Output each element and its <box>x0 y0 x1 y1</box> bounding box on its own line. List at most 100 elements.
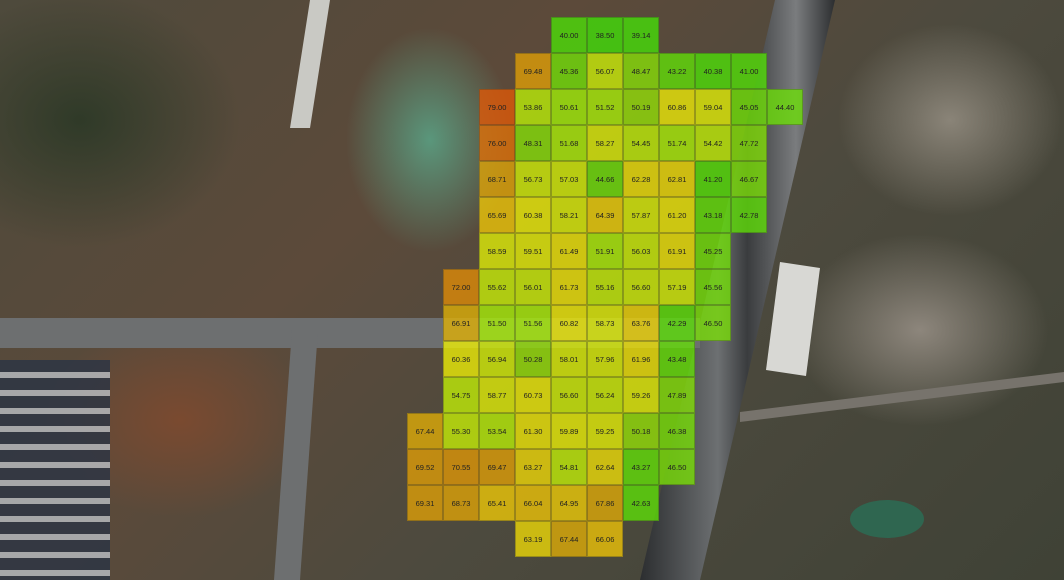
heatmap-cell: 68.71 <box>479 161 515 197</box>
buildings-left <box>0 360 110 580</box>
heatmap-cell: 51.68 <box>551 125 587 161</box>
heatmap-cell: 59.51 <box>515 233 551 269</box>
heatmap-cell: 44.40 <box>767 89 803 125</box>
heatmap-cell: 50.28 <box>515 341 551 377</box>
heatmap-cell: 42.29 <box>659 305 695 341</box>
heatmap-cell: 79.00 <box>479 89 515 125</box>
heatmap-cell: 51.91 <box>587 233 623 269</box>
heatmap-cell: 43.27 <box>623 449 659 485</box>
heatmap-cell: 61.96 <box>623 341 659 377</box>
heatmap-cell: 58.01 <box>551 341 587 377</box>
heatmap-cell: 54.45 <box>623 125 659 161</box>
heatmap-cell: 54.42 <box>695 125 731 161</box>
heatmap-cell: 43.18 <box>695 197 731 233</box>
heatmap-cell: 58.59 <box>479 233 515 269</box>
heatmap-cell: 56.03 <box>623 233 659 269</box>
heatmap-cell: 51.50 <box>479 305 515 341</box>
heatmap-cell: 59.25 <box>587 413 623 449</box>
heatmap-cell: 46.67 <box>731 161 767 197</box>
heatmap-cell: 57.96 <box>587 341 623 377</box>
heatmap-cell: 57.19 <box>659 269 695 305</box>
heatmap-cell: 40.38 <box>695 53 731 89</box>
heatmap-cell: 50.61 <box>551 89 587 125</box>
heatmap-cell: 57.87 <box>623 197 659 233</box>
heatmap-cell: 59.89 <box>551 413 587 449</box>
heatmap-cell: 48.47 <box>623 53 659 89</box>
heatmap-cell: 45.05 <box>731 89 767 125</box>
heatmap-cell: 60.82 <box>551 305 587 341</box>
heatmap-cell: 67.44 <box>551 521 587 557</box>
heatmap-cell: 66.04 <box>515 485 551 521</box>
heatmap-cell: 46.50 <box>695 305 731 341</box>
heatmap-cell: 69.48 <box>515 53 551 89</box>
heatmap-cell: 57.03 <box>551 161 587 197</box>
heatmap-cell: 58.21 <box>551 197 587 233</box>
heatmap-cell: 41.00 <box>731 53 767 89</box>
heatmap-cell: 66.06 <box>587 521 623 557</box>
heatmap-cell: 69.52 <box>407 449 443 485</box>
heatmap-cell: 63.27 <box>515 449 551 485</box>
heatmap-cell: 45.36 <box>551 53 587 89</box>
heatmap-cell: 63.19 <box>515 521 551 557</box>
heatmap-cell: 56.94 <box>479 341 515 377</box>
heatmap-cell: 61.20 <box>659 197 695 233</box>
heatmap-cell: 55.30 <box>443 413 479 449</box>
heatmap-cell: 56.60 <box>623 269 659 305</box>
pond <box>850 500 924 538</box>
heatmap-cell: 69.47 <box>479 449 515 485</box>
heatmap-cell: 55.62 <box>479 269 515 305</box>
heatmap-cell: 63.76 <box>623 305 659 341</box>
heatmap-cell: 70.55 <box>443 449 479 485</box>
heatmap-cell: 64.39 <box>587 197 623 233</box>
heatmap-cell: 53.86 <box>515 89 551 125</box>
heatmap-cell: 47.72 <box>731 125 767 161</box>
heatmap-cell: 67.86 <box>587 485 623 521</box>
heatmap-cell: 68.73 <box>443 485 479 521</box>
heatmap-cell: 40.00 <box>551 17 587 53</box>
heatmap-cell: 60.73 <box>515 377 551 413</box>
heatmap-cell: 51.52 <box>587 89 623 125</box>
heatmap-cell: 58.73 <box>587 305 623 341</box>
heatmap-cell: 43.48 <box>659 341 695 377</box>
heatmap-cell: 50.19 <box>623 89 659 125</box>
heatmap-cell: 59.04 <box>695 89 731 125</box>
heatmap-cell: 64.95 <box>551 485 587 521</box>
overpass <box>290 0 330 128</box>
heatmap-cell: 56.01 <box>515 269 551 305</box>
heatmap-cell: 39.14 <box>623 17 659 53</box>
heatmap-cell: 67.44 <box>407 413 443 449</box>
heatmap-cell: 53.54 <box>479 413 515 449</box>
heatmap-cell: 61.91 <box>659 233 695 269</box>
heatmap-cell: 42.78 <box>731 197 767 233</box>
building <box>766 262 820 376</box>
heatmap-cell: 65.69 <box>479 197 515 233</box>
heatmap-cell: 55.16 <box>587 269 623 305</box>
heatmap-cell: 42.63 <box>623 485 659 521</box>
heatmap-cell: 66.91 <box>443 305 479 341</box>
heatmap-cell: 56.07 <box>587 53 623 89</box>
road-vertical <box>274 330 318 580</box>
heatmap-cell: 76.00 <box>479 125 515 161</box>
heatmap-cell: 44.66 <box>587 161 623 197</box>
heatmap-cell: 62.28 <box>623 161 659 197</box>
heatmap-cell: 60.86 <box>659 89 695 125</box>
heatmap-cell: 62.64 <box>587 449 623 485</box>
heatmap-cell: 43.22 <box>659 53 695 89</box>
heatmap-cell: 61.49 <box>551 233 587 269</box>
heatmap-cell: 61.73 <box>551 269 587 305</box>
heatmap-cell: 62.81 <box>659 161 695 197</box>
heatmap-cell: 45.56 <box>695 269 731 305</box>
heatmap-cell: 60.36 <box>443 341 479 377</box>
heatmap-cell: 58.27 <box>587 125 623 161</box>
road-east <box>740 372 1064 422</box>
heatmap-cell: 58.77 <box>479 377 515 413</box>
heatmap-cell: 54.75 <box>443 377 479 413</box>
heatmap-cell: 50.18 <box>623 413 659 449</box>
heatmap-cell: 56.24 <box>587 377 623 413</box>
heatmap-cell: 38.50 <box>587 17 623 53</box>
heatmap-cell: 41.20 <box>695 161 731 197</box>
heatmap-cell: 56.73 <box>515 161 551 197</box>
heatmap-cell: 54.81 <box>551 449 587 485</box>
